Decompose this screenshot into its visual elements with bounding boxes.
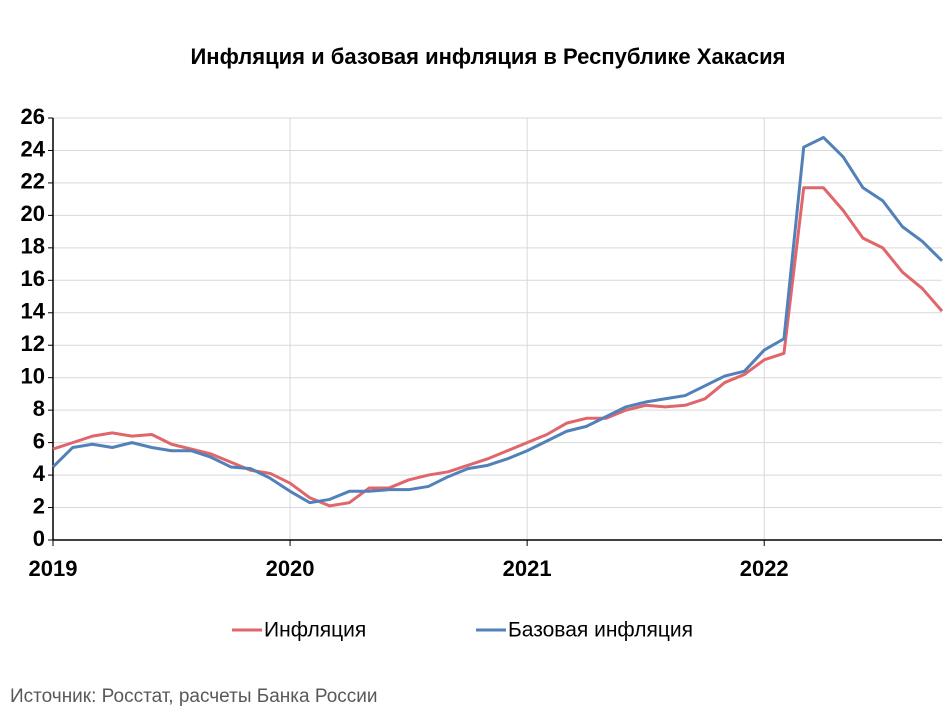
y-tick-label: 0 xyxy=(33,526,45,551)
y-tick-label: 16 xyxy=(21,266,45,291)
series-line xyxy=(51,135,944,505)
y-tick-label: 4 xyxy=(33,461,46,486)
y-tick-label: 24 xyxy=(21,136,46,161)
y-tick-label: 12 xyxy=(21,331,45,356)
y-tick-label: 22 xyxy=(21,169,45,194)
y-tick-label: 8 xyxy=(33,396,45,421)
x-tick-label: 2022 xyxy=(740,556,789,581)
x-tick-label: 2021 xyxy=(503,556,552,581)
source-note: Источник: Росстат, расчеты Банка России xyxy=(10,686,378,707)
y-tick-label: 20 xyxy=(21,201,45,226)
legend-label: Базовая инфляция xyxy=(508,619,693,642)
x-tick-label: 2019 xyxy=(29,556,78,581)
y-tick-label: 10 xyxy=(21,364,45,389)
y-tick-label: 18 xyxy=(21,234,45,259)
chart-title: Инфляция и базовая инфляция в Республике… xyxy=(190,44,785,69)
series-line xyxy=(52,186,944,508)
y-tick-label: 14 xyxy=(21,299,46,324)
y-tick-label: 6 xyxy=(33,428,45,453)
x-tick-label: 2020 xyxy=(266,556,315,581)
y-tick-label: 2 xyxy=(33,493,45,518)
legend-label: Инфляция xyxy=(264,619,366,642)
y-tick-label: 26 xyxy=(21,104,45,129)
